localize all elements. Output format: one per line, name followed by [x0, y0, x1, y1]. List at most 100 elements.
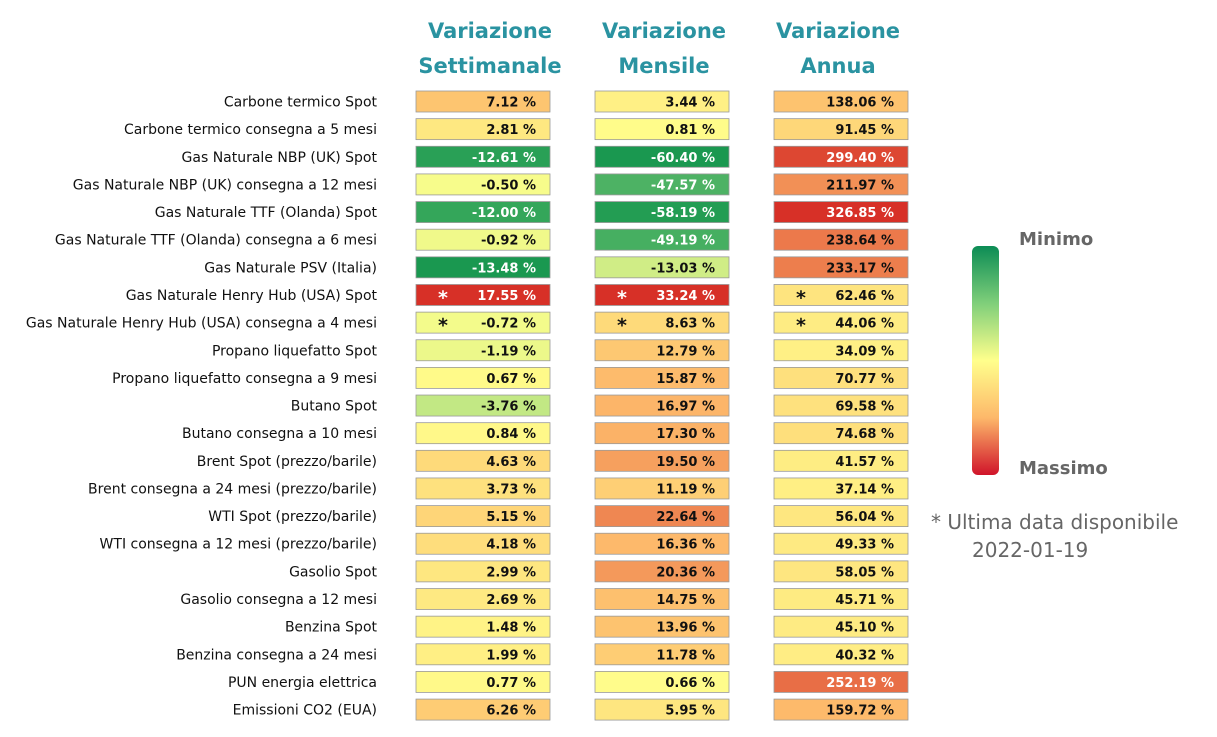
heatmap-cell — [594, 339, 730, 362]
cell-value-label: 33.24 % — [656, 289, 715, 304]
heatmap-cell — [773, 394, 909, 417]
cell-value-label: 4.18 % — [486, 538, 536, 553]
legend-min-label: Minimo — [1019, 229, 1094, 250]
heatmap-cell — [415, 256, 551, 279]
cell-value-label: 6.26 % — [486, 704, 536, 719]
heatmap-cell — [773, 284, 909, 306]
heatmap-cell — [415, 394, 551, 417]
heatmap-cell — [594, 311, 730, 334]
row-label: Gas Naturale TTF (Olanda) consegna a 6 m… — [55, 233, 377, 249]
cell-value-label: 41.57 % — [835, 455, 894, 470]
cell-value-label: 1.48 % — [486, 621, 536, 636]
cell-value-label: 159.72 % — [826, 704, 894, 719]
heatmap-cells: 7.12 % 3.44 % 138.06 % 2.81 % 0.81 % 91.45 % -… — [415, 90, 909, 721]
cell-star-marker: * — [438, 315, 448, 337]
heatmap-cell — [415, 145, 551, 168]
heatmap-cell — [415, 284, 551, 306]
heatmap-cell — [415, 643, 551, 666]
heatmap-cell — [594, 422, 730, 445]
heatmap-cell — [773, 588, 909, 610]
row-label: Carbone termico consegna a 5 mesi — [124, 122, 377, 138]
heatmap-cell — [415, 173, 551, 196]
heatmap-cell — [415, 422, 551, 445]
cell-value-label: 3.73 % — [486, 482, 536, 497]
cell-value-label: 34.09 % — [835, 344, 894, 359]
cell-value-label: 299.40 % — [826, 151, 894, 166]
cell-value-label: 12.79 % — [656, 344, 715, 359]
heatmap-cell — [773, 422, 909, 445]
heatmap-cell — [773, 477, 909, 500]
cell-value-label: 74.68 % — [835, 427, 894, 442]
heatmap-cell — [415, 477, 551, 500]
column-header-weekly-line1: Variazione — [427, 19, 553, 43]
heatmap-cell — [773, 449, 909, 472]
heatmap-cell — [594, 118, 730, 141]
cell-value-label: -0.72 % — [481, 317, 536, 332]
row-label: Brent Spot (prezzo/barile) — [197, 454, 377, 470]
cell-star-marker: * — [617, 287, 627, 309]
heatmap-cell — [594, 284, 730, 306]
heatmap-cell — [415, 311, 551, 334]
cell-value-label: 252.19 % — [826, 676, 894, 691]
cell-value-label: 14.75 % — [656, 593, 715, 608]
heatmap-cell — [773, 311, 909, 334]
cell-value-label: 58.05 % — [835, 565, 894, 580]
row-label: Gas Naturale Henry Hub (USA) consegna a … — [26, 316, 377, 332]
heatmap-cell — [415, 615, 551, 638]
heatmap-cell — [594, 366, 730, 389]
cell-value-label: 138.06 % — [826, 96, 894, 111]
cell-value-label: 20.36 % — [656, 565, 715, 580]
row-label: Propano liquefatto Spot — [212, 343, 378, 359]
heatmap-cell — [773, 256, 909, 279]
cell-value-label: 13.96 % — [656, 621, 715, 636]
cell-value-label: 40.32 % — [835, 648, 894, 663]
column-header-weekly: Variazione Settimanale — [400, 14, 580, 84]
heatmap-cell — [594, 698, 730, 721]
column-header-annual-line1: Variazione — [775, 19, 901, 43]
cell-value-label: 0.77 % — [486, 676, 536, 691]
cell-value-label: 37.14 % — [835, 482, 894, 497]
heatmap-cell — [594, 145, 730, 168]
cell-value-label: 1.99 % — [486, 648, 536, 663]
cell-value-label: 16.36 % — [656, 538, 715, 553]
cell-value-label: 15.87 % — [656, 372, 715, 387]
cell-star-marker: * — [796, 287, 806, 309]
cell-value-label: 233.17 % — [826, 261, 894, 276]
cell-value-label: -58.19 % — [651, 206, 715, 221]
cell-value-label: 4.63 % — [486, 455, 536, 470]
heatmap-cell — [415, 90, 551, 113]
cell-value-label: -1.19 % — [481, 344, 536, 359]
footnote-date: 2022-01-19 — [972, 538, 1089, 562]
heatmap-cell — [773, 671, 909, 693]
heatmap-cell — [773, 90, 909, 113]
cell-value-label: 17.30 % — [656, 427, 715, 442]
heatmap-cell — [773, 698, 909, 721]
heatmap-cell — [773, 505, 909, 528]
heatmap-cell — [415, 505, 551, 528]
heatmap-cell — [773, 643, 909, 666]
row-label: Butano Spot — [291, 399, 378, 415]
heatmap-cell — [594, 643, 730, 666]
cell-value-label: 0.67 % — [486, 372, 536, 387]
heatmap-cell — [594, 671, 730, 693]
legend-max-label: Massimo — [1019, 458, 1108, 479]
heatmap-cell — [415, 588, 551, 610]
row-label: Gasolio consegna a 12 mesi — [180, 592, 377, 608]
heatmap-cell — [773, 118, 909, 141]
row-label: Butano consegna a 10 mesi — [182, 426, 377, 442]
row-label: Gas Naturale Henry Hub (USA) Spot — [126, 288, 378, 304]
cell-value-label: -49.19 % — [651, 234, 715, 249]
heatmap-cell — [594, 532, 730, 555]
heatmap-cell — [773, 560, 909, 583]
heatmap-cell — [415, 228, 551, 251]
column-header-annual-line2: Annua — [800, 54, 876, 78]
cell-value-label: 91.45 % — [835, 123, 894, 138]
heatmap-cell — [415, 449, 551, 472]
heatmap-cell — [773, 228, 909, 251]
row-label: WTI consegna a 12 mesi (prezzo/barile) — [100, 537, 377, 553]
row-label: Propano liquefatto consegna a 9 mesi — [112, 371, 377, 387]
heatmap-cell — [594, 588, 730, 610]
column-header-monthly-line2: Mensile — [618, 54, 710, 78]
heatmap-cell — [415, 698, 551, 721]
cell-value-label: -12.61 % — [472, 151, 536, 166]
